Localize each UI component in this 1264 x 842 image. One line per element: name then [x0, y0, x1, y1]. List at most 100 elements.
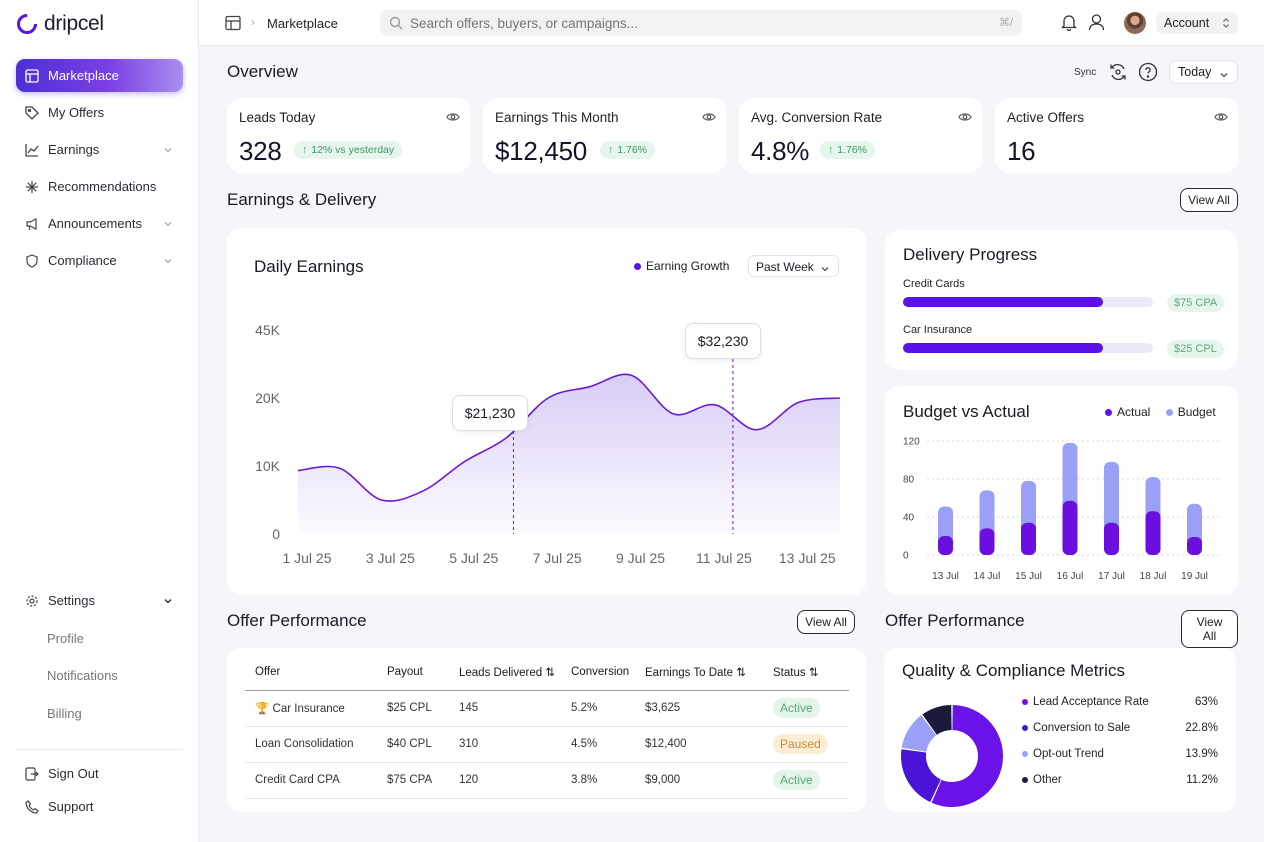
- chevron-down-icon: [820, 262, 830, 276]
- column-header-sortable[interactable]: Status ⇅: [763, 654, 849, 691]
- eye-icon[interactable]: [702, 109, 716, 127]
- support-button[interactable]: Support: [16, 790, 183, 823]
- app-logo[interactable]: dripcel: [16, 12, 104, 36]
- offer-name: Loan Consolidation: [255, 738, 354, 750]
- legend-dot: [634, 263, 641, 271]
- x-tick-label: 13 Jul: [932, 571, 959, 582]
- avatar[interactable]: [1124, 12, 1146, 34]
- donut-slice: [931, 705, 1003, 807]
- payout-cell: $40 CPL: [377, 726, 449, 763]
- account-dropdown[interactable]: Account: [1156, 12, 1238, 34]
- view-all-button[interactable]: View All: [1181, 610, 1238, 648]
- sidebar-item-label: Earnings: [48, 142, 100, 157]
- conversion-cell: 4.5%: [561, 726, 635, 763]
- arrow-up-icon: ↑: [608, 144, 614, 156]
- quality-metrics-card: Quality & Compliance Metrics Lead Accept…: [884, 648, 1236, 812]
- eye-icon[interactable]: [958, 109, 972, 127]
- sidebar-item-recommendations[interactable]: Recommendations: [16, 170, 183, 203]
- daily-earnings-card: Daily Earnings Earning Growth Past Week …: [227, 228, 866, 595]
- x-tick-label: 5 Jul 25: [449, 550, 498, 566]
- sidebar-divider: [16, 749, 183, 750]
- legend-label: Lead Acceptance Rate: [1033, 696, 1149, 708]
- sign-out-label: Sign Out: [48, 766, 99, 781]
- quality-title: Quality & Compliance Metrics: [902, 661, 1125, 680]
- sidebar-item-earnings[interactable]: Earnings: [16, 133, 183, 166]
- budget-legend: Actual Budget: [1105, 405, 1216, 419]
- chevron-down-icon[interactable]: [163, 254, 173, 269]
- help-icon[interactable]: [1138, 62, 1158, 87]
- kpi-value: $12,450: [495, 136, 587, 166]
- phone-icon: [24, 799, 40, 815]
- legend-value: 22.8%: [1185, 722, 1218, 734]
- earnings-chart-svg: 0 10K 20K 45K 1 Jul 25 3 Jul 25 5 Jul 25 7 Jul…: [255, 322, 841, 566]
- x-tick-label: 18 Jul: [1140, 571, 1167, 582]
- donut-slice: [922, 705, 952, 735]
- arrow-up-icon: ↑: [302, 144, 308, 156]
- view-all-button[interactable]: View All: [1180, 188, 1238, 212]
- offer-name: Credit Card CPA: [255, 774, 340, 786]
- y-tick-label: 80: [903, 475, 915, 486]
- chevron-down-icon[interactable]: [163, 217, 173, 232]
- kpi-card-leads: Leads Today 328 ↑ 12% vs yesterday: [227, 98, 470, 173]
- legend-label: Actual: [1117, 405, 1151, 419]
- bell-icon[interactable]: [1060, 14, 1078, 36]
- kpi-delta: 12% vs yesterday: [311, 144, 395, 156]
- sidebar-subitem-profile[interactable]: Profile: [47, 631, 84, 646]
- actual-bar: [938, 536, 953, 555]
- arrow-up-icon: ↑: [828, 144, 834, 156]
- breadcrumb[interactable]: Marketplace: [267, 16, 338, 31]
- status-badge: Active: [773, 770, 820, 790]
- sign-out-button[interactable]: Sign Out: [16, 757, 183, 790]
- sidebar-item-my-offers[interactable]: My Offers: [16, 96, 183, 129]
- sidebar-item-settings[interactable]: Settings: [16, 584, 183, 617]
- kpi-label: Leads Today: [239, 110, 316, 125]
- range-select[interactable]: Past Week: [748, 255, 839, 277]
- offer-performance-title-right: Offer Performance: [885, 611, 1025, 630]
- topbar: › Marketplace ⌘/ Account: [199, 0, 1264, 46]
- progress-fill: [903, 297, 1103, 307]
- actual-bar: [979, 528, 995, 555]
- overview-title: Overview: [227, 62, 298, 81]
- column-header: Offer: [245, 654, 377, 691]
- sidebar-item-compliance[interactable]: Compliance: [16, 244, 183, 277]
- table-row[interactable]: Credit Card CPA $75 CPA 120 3.8% $9,000 …: [245, 762, 849, 799]
- legend-dot: [1165, 409, 1173, 417]
- offer-cell: 🏆 Car Insurance: [245, 690, 377, 727]
- view-all-button[interactable]: View All: [797, 610, 855, 634]
- app-name: dripcel: [44, 12, 104, 35]
- search-input[interactable]: [410, 13, 970, 33]
- sync-icon[interactable]: [1108, 62, 1128, 87]
- offer-cell: Credit Card CPA: [245, 762, 377, 799]
- sidebar-item-marketplace[interactable]: Marketplace: [16, 59, 183, 92]
- earnings-delivery-title: Earnings & Delivery: [227, 190, 377, 209]
- column-header: Conversion: [561, 654, 635, 691]
- column-header-sortable[interactable]: Earnings To Date ⇅: [635, 654, 763, 691]
- legend-label: Conversion to Sale: [1033, 722, 1131, 734]
- search-bar[interactable]: ⌘/: [380, 10, 1022, 36]
- legend-row: Conversion to Sale 22.8%: [1022, 722, 1222, 748]
- sidebar-subitem-billing[interactable]: Billing: [47, 706, 82, 721]
- chart-callout: $21,230: [452, 395, 528, 431]
- chevron-down-icon[interactable]: [163, 143, 173, 158]
- support-label: Support: [48, 799, 94, 814]
- sidebar-subitem-notifications[interactable]: Notifications: [47, 668, 118, 683]
- sidebar-item-announcements[interactable]: Announcements: [16, 207, 183, 240]
- user-icon[interactable]: [1088, 13, 1105, 36]
- status-cell: Paused: [763, 726, 849, 763]
- eye-icon[interactable]: [1214, 109, 1228, 127]
- kpi-delta: 1.76%: [837, 144, 868, 156]
- eye-icon[interactable]: [446, 109, 460, 127]
- chevron-down-icon[interactable]: [163, 594, 173, 609]
- actual-bar: [1062, 500, 1078, 555]
- conversion-cell: 5.2%: [561, 690, 635, 727]
- gear-icon: [24, 593, 40, 609]
- legend-dot: [1022, 698, 1028, 705]
- table-row[interactable]: Loan Consolidation $40 CPL 310 4.5% $12,…: [245, 726, 849, 763]
- table-icon[interactable]: [225, 15, 241, 36]
- column-header: Payout: [377, 654, 449, 691]
- period-select[interactable]: Today: [1169, 60, 1238, 84]
- sidebar-item-label: Settings: [48, 593, 95, 608]
- table-row[interactable]: 🏆 Car Insurance $25 CPL 145 5.2% $3,625 …: [245, 690, 849, 727]
- column-header-sortable[interactable]: Leads Delivered ⇅: [449, 654, 561, 691]
- donut-slice: [901, 749, 941, 803]
